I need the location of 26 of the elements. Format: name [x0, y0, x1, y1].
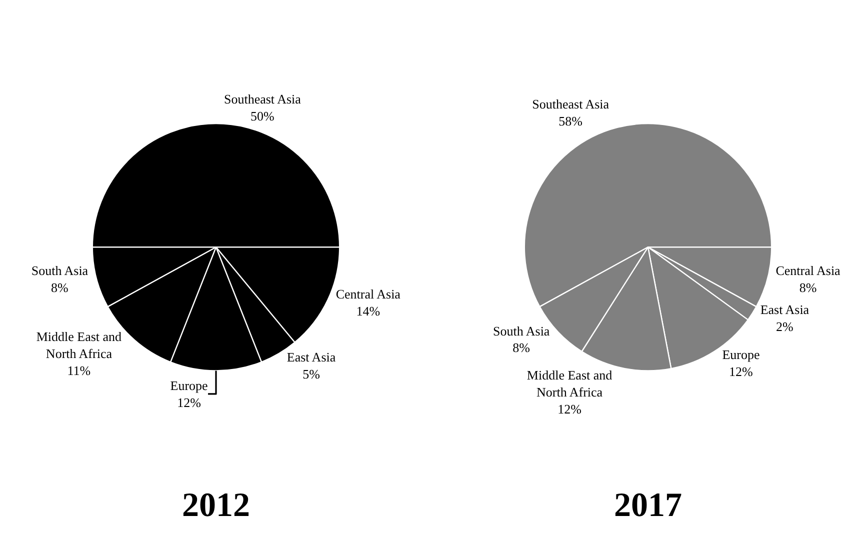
data-label: 8% [51, 280, 69, 295]
data-label: 14% [356, 304, 380, 319]
slice-label: Europe [170, 378, 208, 393]
text: 2012 [182, 487, 250, 524]
data-label: 50% [250, 108, 275, 124]
data-label: 8% [512, 340, 530, 356]
slice-label: Central Asia [776, 262, 841, 278]
data-label: 11% [67, 362, 91, 378]
text: 2017 [614, 487, 682, 524]
slice-label: South Asia [492, 323, 550, 338]
data-label: 12% [729, 364, 754, 379]
slice-label: Southeast Asia [224, 92, 302, 107]
data-label: 8% [799, 280, 817, 295]
slice-label: South Asia [31, 262, 88, 278]
slice-label: Middle East and North Africa [526, 368, 613, 400]
slice-label: Europe [722, 346, 760, 362]
slice-label: East Asia [286, 349, 336, 364]
slice-label: Central Asia [336, 286, 401, 302]
data-label: 2% [776, 318, 794, 334]
slice-label: Middle East and North Africa [36, 329, 122, 362]
slice-label: Southeast Asia [532, 96, 610, 112]
slice-label: East Asia [760, 302, 810, 318]
data-label: 12% [558, 402, 582, 417]
data-label: 5% [302, 366, 320, 382]
data-label: 12% [177, 394, 202, 410]
data-label: 58% [558, 113, 583, 128]
